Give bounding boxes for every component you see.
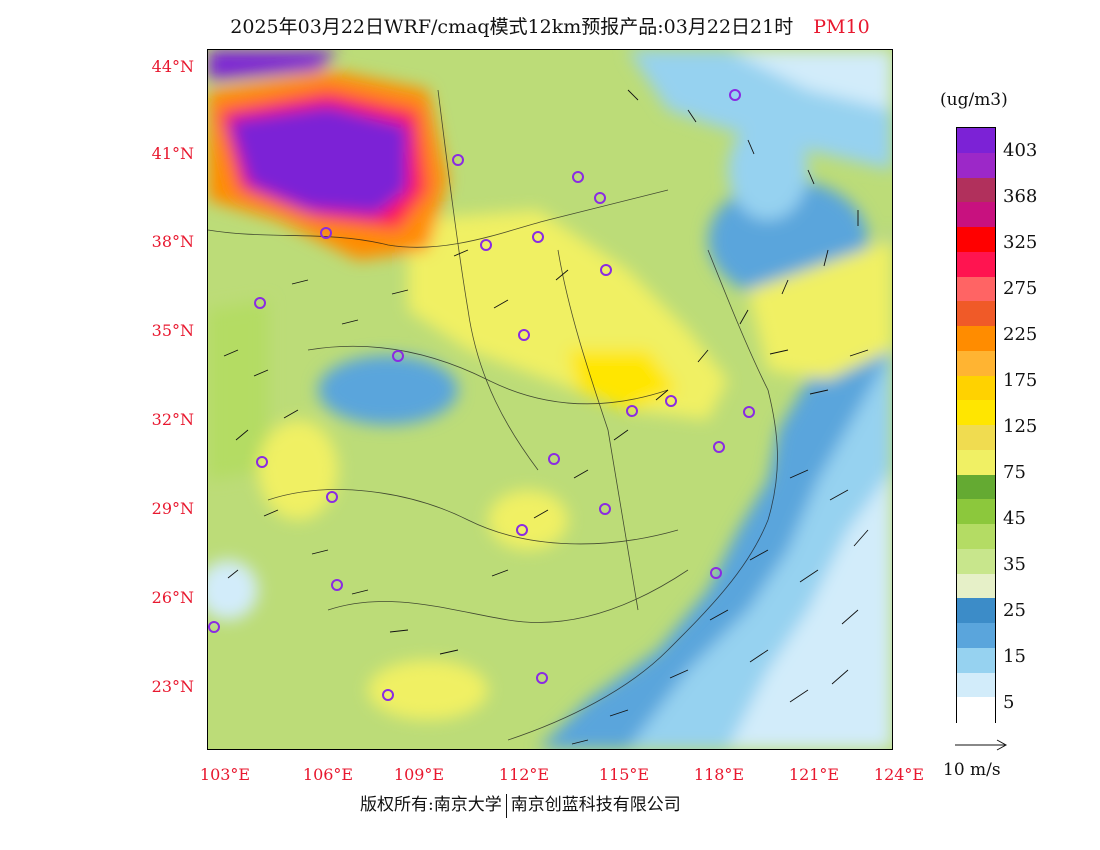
legend-label-325: 325	[1003, 232, 1038, 253]
lat-label-35: 35°N	[151, 321, 194, 340]
lat-label-38: 38°N	[151, 232, 194, 251]
wind-reference-arrow	[955, 739, 1008, 751]
legend-label-403: 403	[1003, 140, 1038, 161]
lon-label-106: 106°E	[302, 765, 354, 784]
colorbar-segment	[957, 375, 995, 401]
lat-label-44: 44°N	[151, 57, 194, 76]
colorbar-segment	[957, 202, 995, 228]
lon-label-112: 112°E	[498, 765, 550, 784]
station-markers	[208, 89, 755, 701]
legend-unit: (ug/m3)	[940, 90, 1008, 110]
lon-label-109: 109°E	[393, 765, 445, 784]
colorbar-segment	[957, 524, 995, 550]
colorbar-segment	[957, 128, 995, 154]
colorbar-segment	[957, 152, 995, 178]
legend-label-75: 75	[1003, 462, 1026, 483]
lat-label-29: 29°N	[151, 499, 194, 518]
colorbar-segment	[957, 474, 995, 500]
colorbar-segment	[957, 697, 995, 723]
colorbar-segment	[957, 425, 995, 451]
colorbar-segment	[957, 499, 995, 525]
copyright-right: 南京创蓝科技有限公司	[510, 795, 681, 815]
copyright: 版权所有:南京大学 南京创蓝科技有限公司	[360, 790, 681, 818]
colorbar-segment	[957, 672, 995, 698]
lon-label-124: 124°E	[873, 765, 925, 784]
colorbar-segment	[957, 326, 995, 352]
boundary-lines	[208, 89, 778, 741]
lon-label-118: 118°E	[693, 765, 745, 784]
colorbar-segment	[957, 548, 995, 574]
lat-label-41: 41°N	[151, 144, 194, 163]
colorbar-segment	[957, 301, 995, 327]
legend-label-45: 45	[1003, 508, 1026, 529]
legend-label-25: 25	[1003, 600, 1026, 621]
legend-label-5: 5	[1003, 692, 1015, 713]
legend-label-368: 368	[1003, 186, 1038, 207]
colorbar	[956, 127, 996, 723]
pm10-forecast-map	[207, 49, 893, 750]
lat-label-32: 32°N	[151, 410, 194, 429]
colorbar-segment	[957, 449, 995, 475]
colorbar-segment	[957, 227, 995, 253]
colorbar-segment	[957, 623, 995, 649]
colorbar-segment	[957, 598, 995, 624]
pollutant-label: PM10	[813, 16, 870, 38]
legend-label-15: 15	[1003, 646, 1026, 667]
colorbar-segment	[957, 251, 995, 277]
title-text: 2025年03月22日WRF/cmaq模式12km预报产品:03月22日21时	[230, 16, 794, 38]
colorbar-segment	[957, 276, 995, 302]
lat-label-23: 23°N	[151, 677, 194, 696]
colorbar-segment	[957, 573, 995, 599]
lon-label-115: 115°E	[598, 765, 650, 784]
legend-label-175: 175	[1003, 370, 1038, 391]
map-canvas	[208, 50, 892, 749]
colorbar-segment	[957, 400, 995, 426]
colorbar-segment	[957, 350, 995, 376]
legend-label-275: 275	[1003, 278, 1038, 299]
map-title: 2025年03月22日WRF/cmaq模式12km预报产品:03月22日21时 …	[0, 12, 1100, 39]
colorbar-segment	[957, 177, 995, 203]
colorbar-segment	[957, 647, 995, 673]
legend-label-35: 35	[1003, 554, 1026, 575]
legend-label-125: 125	[1003, 416, 1038, 437]
wind-reference-label: 10 m/s	[943, 760, 1001, 780]
legend-label-225: 225	[1003, 324, 1038, 345]
concentration-field	[208, 50, 892, 749]
copyright-left: 版权所有:南京大学	[360, 795, 502, 815]
lon-label-121: 121°E	[788, 765, 840, 784]
wind-vectors	[223, 89, 869, 745]
lat-label-26: 26°N	[151, 588, 194, 607]
lon-label-103: 103°E	[199, 765, 251, 784]
copyright-separator	[505, 793, 507, 818]
